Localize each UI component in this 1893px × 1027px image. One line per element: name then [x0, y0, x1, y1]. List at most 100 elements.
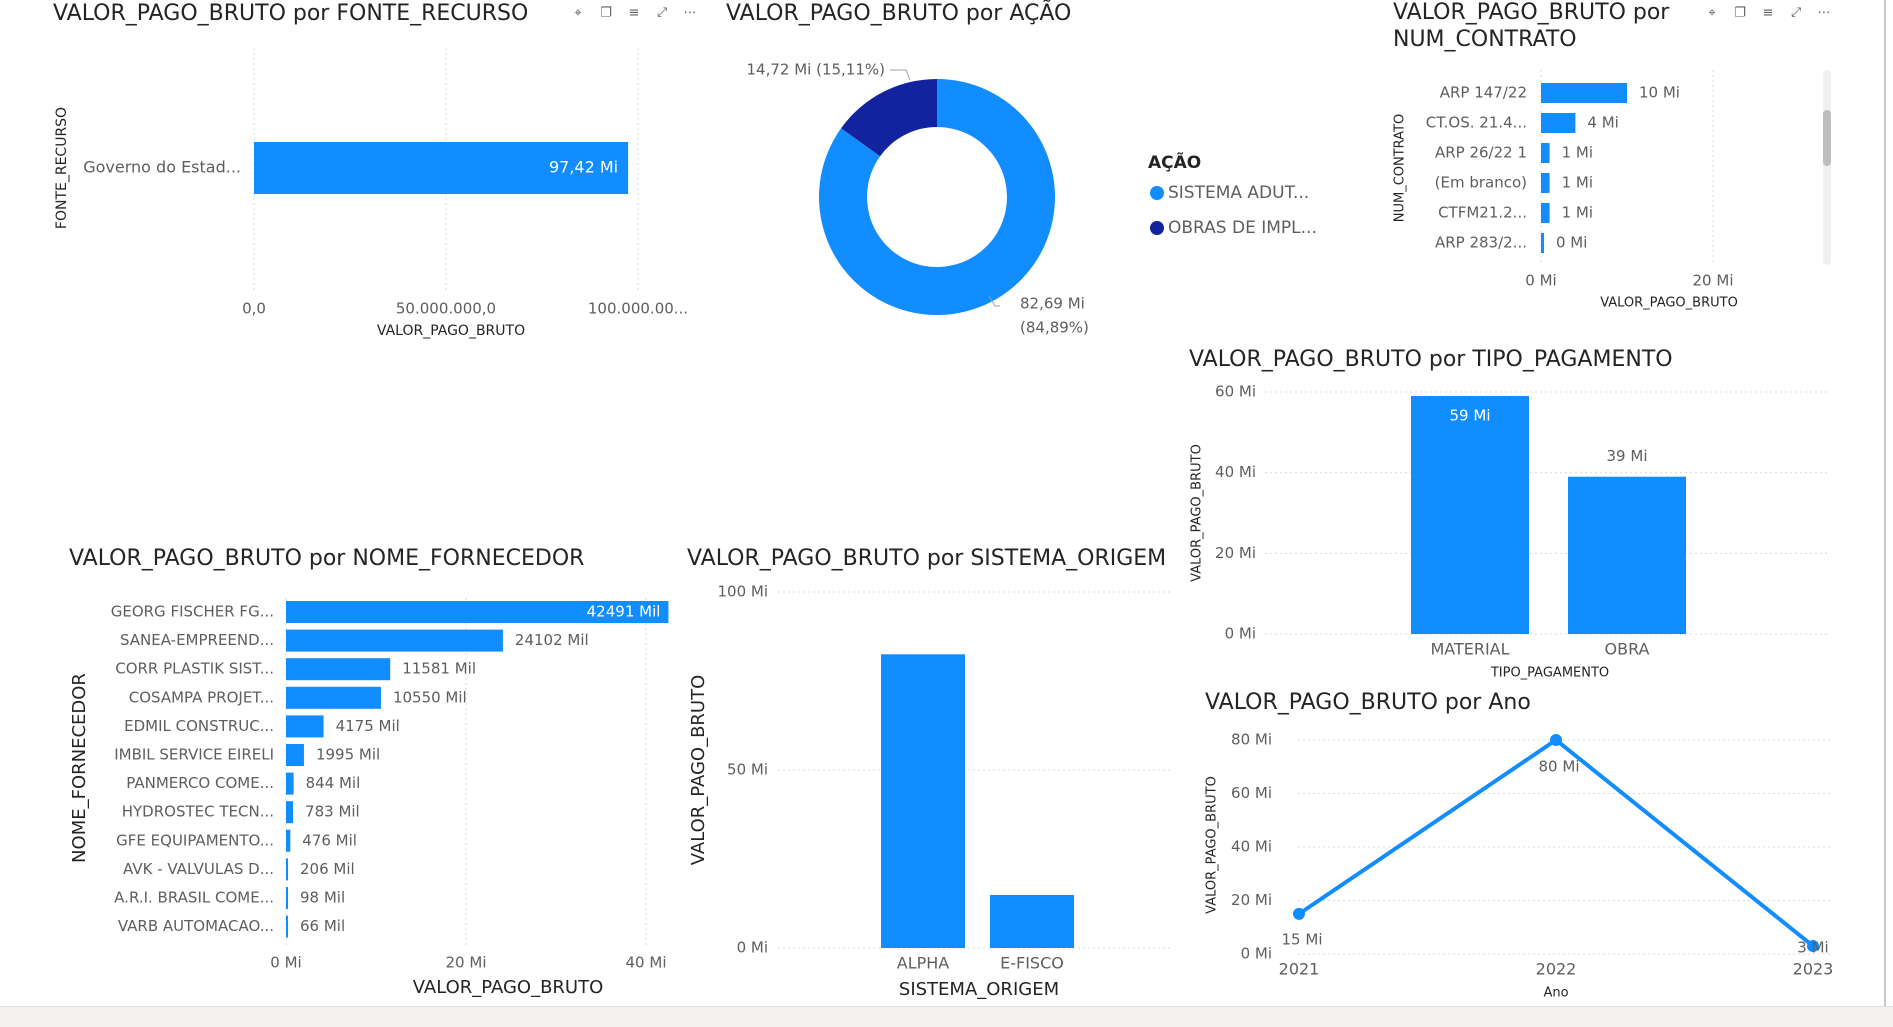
pie-slice[interactable] [841, 79, 937, 157]
category-label: ARP 26/22 1 [1435, 144, 1527, 162]
pie-slice[interactable] [819, 79, 1055, 315]
x-tick-label: MATERIAL [1430, 640, 1509, 659]
bar[interactable] [1541, 113, 1576, 133]
bar[interactable] [1541, 173, 1550, 193]
more-options-icon[interactable]: ⋯ [684, 6, 697, 21]
category-label: VARB AUTOMACAO... [118, 917, 274, 935]
y-tick-label: 60 Mi [1231, 784, 1272, 802]
filter-icon[interactable]: ≡ [629, 6, 640, 21]
x-tick-label: 0 Mi [270, 954, 301, 972]
data-label: 14,72 Mi (15,11%) [747, 61, 886, 79]
data-label: 66 Mil [300, 917, 345, 935]
bar[interactable] [1411, 396, 1529, 634]
y-axis-title: VALOR_PAGO_BRUTO [1190, 444, 1205, 582]
focus-mode-icon[interactable]: ⤢ [657, 6, 667, 21]
bar[interactable] [286, 601, 669, 623]
data-label: 11581 Mil [402, 660, 476, 678]
data-label: 0 Mi [1556, 234, 1587, 252]
category-label: A.R.I. BRASIL COME... [114, 889, 274, 907]
copy-icon[interactable]: ❐ [600, 6, 612, 21]
data-point[interactable] [1807, 939, 1819, 952]
bar[interactable] [881, 654, 965, 948]
data-label: 844 Mil [306, 774, 361, 792]
bar[interactable] [1541, 233, 1544, 253]
legend-item: OBRAS DE IMPL... [1168, 218, 1317, 238]
category-label: (Em branco) [1435, 174, 1527, 192]
x-tick-label: 0 Mi [1525, 272, 1556, 290]
chart-title: VALOR_PAGO_BRUTO por SISTEMA_ORIGEM [687, 546, 1166, 571]
bar[interactable] [1541, 83, 1627, 103]
bar[interactable] [286, 715, 324, 738]
bar[interactable] [286, 801, 294, 824]
data-label: 4175 Mil [336, 717, 400, 735]
bar[interactable] [286, 744, 304, 766]
bar[interactable] [1541, 143, 1550, 163]
page-scrollbar[interactable] [1884, 0, 1886, 1006]
y-axis-title: VALOR_PAGO_BRUTO [1205, 776, 1220, 914]
data-label: 206 Mil [300, 860, 355, 878]
y-tick-label: 20 Mi [1231, 891, 1272, 909]
legend-marker [1150, 221, 1164, 235]
chart-title: VALOR_PAGO_BRUTO por Ano [1205, 690, 1531, 715]
y-tick-label: 0 Mi [737, 939, 768, 957]
data-point[interactable] [1550, 734, 1562, 746]
chart-nome-fornecedor: VALOR_PAGO_BRUTO por NOME_FORNECEDOR 0 Mi… [69, 546, 669, 998]
x-tick-label: 100.000.00... [588, 300, 688, 318]
pin-icon[interactable]: ⌖ [574, 6, 582, 21]
chart-tipo-pagamento: VALOR_PAGO_BRUTO por TIPO_PAGAMENTO 0 Mi 2… [1189, 347, 1830, 681]
pin-icon[interactable]: ⌖ [1708, 6, 1716, 21]
chart-scroll-track[interactable] [1823, 70, 1831, 265]
x-tick-label: E-FISCO [1000, 954, 1064, 973]
y-axis-title: VALOR_PAGO_BRUTO [688, 675, 709, 866]
copy-icon[interactable]: ❐ [1734, 6, 1746, 21]
bar[interactable] [286, 858, 288, 881]
data-label: 1 Mi [1562, 144, 1593, 162]
filter-icon[interactable]: ≡ [1763, 6, 1774, 21]
bar[interactable] [286, 629, 503, 652]
category-label: ARP 283/2... [1435, 234, 1527, 252]
data-label: 783 Mil [305, 803, 360, 821]
x-axis-title: VALOR_PAGO_BRUTO [377, 323, 525, 339]
y-tick-label: 80 Mi [1231, 731, 1272, 749]
category-label: SANEA-EMPREEND... [120, 631, 274, 649]
data-label: 42491 Mil [587, 603, 661, 621]
bar[interactable] [286, 658, 391, 681]
bar[interactable] [1568, 476, 1686, 634]
data-label: 10550 Mil [393, 688, 467, 706]
chart-scroll-thumb[interactable] [1823, 110, 1831, 166]
bar[interactable] [286, 915, 288, 938]
y-tick-label: 0 Mi [1241, 945, 1272, 963]
category-label: GFE EQUIPAMENTO... [116, 831, 274, 849]
x-tick-label: ALPHA [897, 954, 950, 973]
chart-title: VALOR_PAGO_BRUTO por NOME_FORNECEDOR [69, 546, 584, 571]
category-label: CORR PLASTIK SIST... [115, 660, 274, 678]
bar[interactable] [254, 142, 629, 194]
bar[interactable] [286, 829, 291, 852]
x-tick-label: 2021 [1279, 960, 1320, 979]
y-axis-title: FONTE_RECURSO [54, 107, 70, 229]
legend-item: SISTEMA ADUT... [1168, 183, 1309, 203]
x-tick-label: 2022 [1536, 960, 1577, 979]
bar[interactable] [286, 772, 294, 795]
bar[interactable] [286, 686, 381, 709]
legend-marker [1150, 186, 1164, 200]
x-tick-label: 2023 [1793, 960, 1834, 979]
y-axis-title: NUM_CONTRATO [1393, 114, 1408, 223]
bar[interactable] [286, 887, 288, 909]
y-tick-label: 60 Mi [1215, 383, 1256, 401]
data-label: 39 Mi [1607, 447, 1648, 465]
x-tick-label: 20 Mi [1693, 272, 1734, 290]
chart-title: VALOR_PAGO_BRUTO por TIPO_PAGAMENTO [1189, 347, 1673, 372]
leader-line [988, 295, 1000, 307]
data-point[interactable] [1293, 907, 1305, 920]
more-options-icon[interactable]: ⋯ [1818, 6, 1831, 21]
page-footer-bar [0, 1006, 1893, 1027]
focus-mode-icon[interactable]: ⤢ [1791, 6, 1801, 21]
chart-title-line-2: NUM_CONTRATO [1393, 27, 1577, 52]
y-axis-title: NOME_FORNECEDOR [69, 673, 90, 863]
x-tick-label: 0,0 [242, 300, 266, 318]
bar[interactable] [1541, 203, 1550, 223]
bar[interactable] [990, 894, 1074, 948]
chart-title: VALOR_PAGO_BRUTO por AÇÃO [726, 0, 1071, 26]
